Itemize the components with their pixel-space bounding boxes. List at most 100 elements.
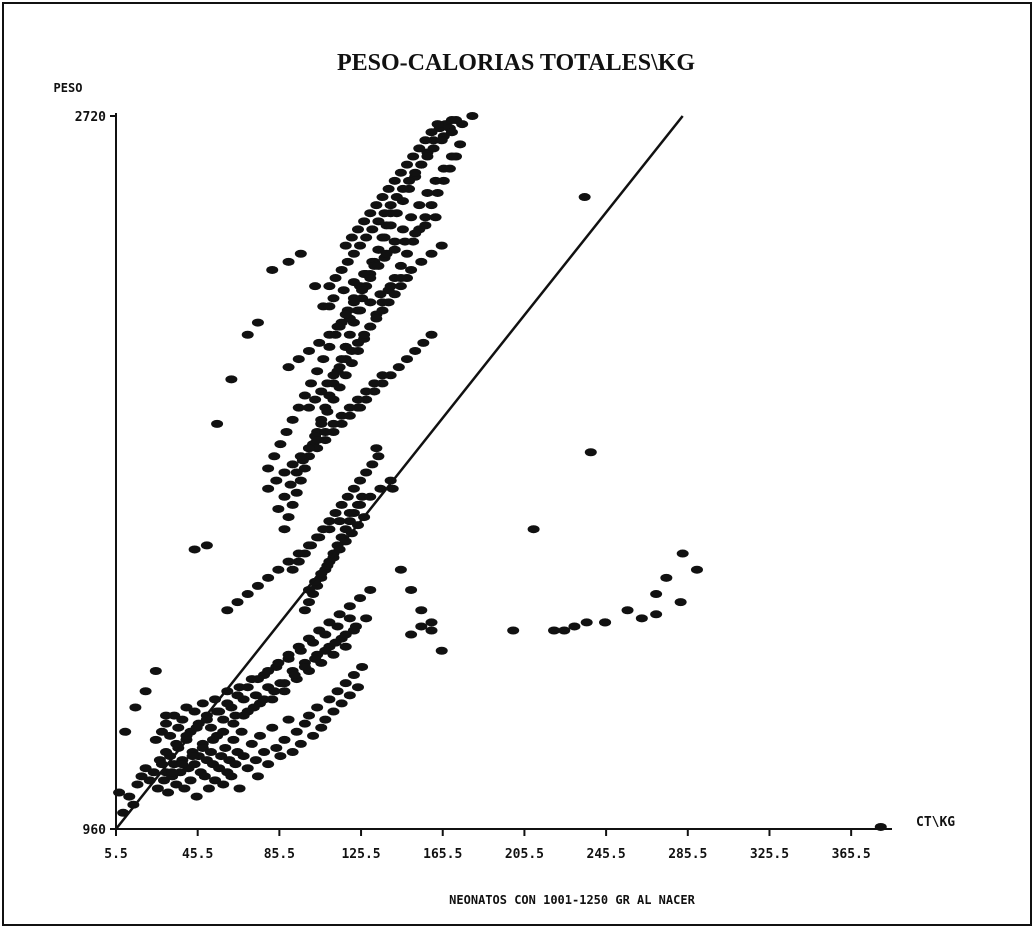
data-point bbox=[225, 772, 238, 781]
data-point bbox=[231, 598, 244, 607]
data-point bbox=[113, 788, 126, 797]
data-point bbox=[323, 618, 336, 627]
data-point bbox=[241, 590, 254, 599]
data-point bbox=[317, 355, 330, 364]
data-point bbox=[251, 581, 264, 590]
data-point bbox=[131, 780, 144, 789]
data-point bbox=[339, 679, 352, 688]
data-point bbox=[409, 168, 422, 177]
data-point bbox=[237, 752, 250, 761]
data-point bbox=[188, 707, 201, 716]
data-point bbox=[341, 492, 354, 501]
data-point bbox=[286, 500, 299, 509]
data-point bbox=[368, 379, 381, 388]
data-point bbox=[278, 525, 291, 534]
data-point bbox=[398, 237, 411, 246]
data-point bbox=[170, 780, 183, 789]
data-point bbox=[280, 427, 293, 436]
data-point bbox=[315, 723, 328, 732]
data-point bbox=[290, 727, 303, 736]
data-point bbox=[298, 391, 311, 400]
data-point bbox=[294, 452, 307, 461]
data-point bbox=[278, 735, 291, 744]
data-point bbox=[284, 480, 297, 489]
data-point bbox=[196, 743, 209, 752]
data-point bbox=[302, 598, 315, 607]
data-point bbox=[390, 209, 403, 218]
data-point bbox=[425, 626, 438, 635]
data-point bbox=[270, 743, 283, 752]
data-point bbox=[282, 513, 295, 522]
data-point bbox=[172, 723, 185, 732]
data-point bbox=[384, 221, 397, 230]
y-axis-label: PESO bbox=[54, 81, 83, 95]
data-point bbox=[323, 517, 336, 526]
data-point bbox=[405, 265, 418, 274]
data-point bbox=[309, 654, 322, 663]
data-point bbox=[274, 440, 287, 449]
data-point bbox=[311, 367, 324, 376]
data-point bbox=[394, 565, 407, 574]
data-point bbox=[343, 330, 356, 339]
data-point bbox=[401, 355, 413, 364]
data-point bbox=[413, 201, 426, 210]
x-axis-label: CT\KG bbox=[916, 815, 955, 830]
data-point bbox=[364, 322, 377, 331]
data-point bbox=[380, 249, 393, 258]
data-point bbox=[272, 504, 285, 513]
chart-footer: NEONATOS CON 1001-1250 GR AL NACER bbox=[449, 893, 695, 907]
x-tick-label: 5.5 bbox=[104, 847, 127, 862]
data-point bbox=[331, 322, 344, 331]
data-point bbox=[302, 541, 315, 550]
data-point bbox=[323, 695, 336, 704]
data-point bbox=[221, 606, 234, 615]
data-point bbox=[323, 282, 336, 291]
data-point bbox=[394, 261, 407, 270]
data-point bbox=[354, 241, 367, 250]
data-point bbox=[405, 213, 418, 222]
data-point bbox=[394, 168, 407, 177]
data-point bbox=[333, 383, 346, 392]
data-point bbox=[341, 257, 354, 266]
data-point bbox=[313, 626, 326, 635]
data-point bbox=[327, 294, 340, 303]
data-point bbox=[204, 723, 217, 732]
data-point bbox=[217, 727, 230, 736]
data-point bbox=[170, 739, 183, 748]
data-point bbox=[282, 363, 295, 372]
data-point bbox=[358, 217, 371, 226]
data-point bbox=[329, 274, 342, 283]
data-point bbox=[401, 249, 413, 258]
data-point bbox=[160, 719, 173, 728]
data-point bbox=[360, 614, 373, 623]
data-point bbox=[123, 792, 136, 801]
data-point bbox=[343, 509, 356, 518]
data-point bbox=[162, 788, 175, 797]
data-point bbox=[233, 784, 246, 793]
data-point bbox=[364, 492, 377, 501]
data-point bbox=[343, 403, 356, 412]
data-point bbox=[435, 646, 448, 655]
data-point bbox=[366, 225, 379, 234]
data-point bbox=[213, 764, 226, 773]
data-point bbox=[286, 748, 299, 757]
data-point bbox=[347, 249, 360, 258]
data-point bbox=[339, 630, 352, 639]
data-point bbox=[176, 715, 189, 724]
data-point bbox=[231, 691, 244, 700]
scatter-chart: PESO-CALORIAS TOTALES\KG PESO CT\KG NEON… bbox=[54, 50, 956, 907]
data-point bbox=[253, 731, 266, 740]
x-tick-label: 325.5 bbox=[750, 847, 789, 862]
data-point bbox=[378, 233, 391, 242]
data-point bbox=[323, 525, 336, 534]
data-point bbox=[635, 614, 648, 623]
data-point bbox=[135, 772, 148, 781]
data-point bbox=[176, 760, 189, 769]
data-point bbox=[249, 756, 262, 765]
data-point bbox=[419, 221, 432, 230]
data-point bbox=[307, 731, 320, 740]
data-point bbox=[333, 517, 346, 526]
data-point bbox=[258, 748, 271, 757]
data-point bbox=[278, 679, 291, 688]
